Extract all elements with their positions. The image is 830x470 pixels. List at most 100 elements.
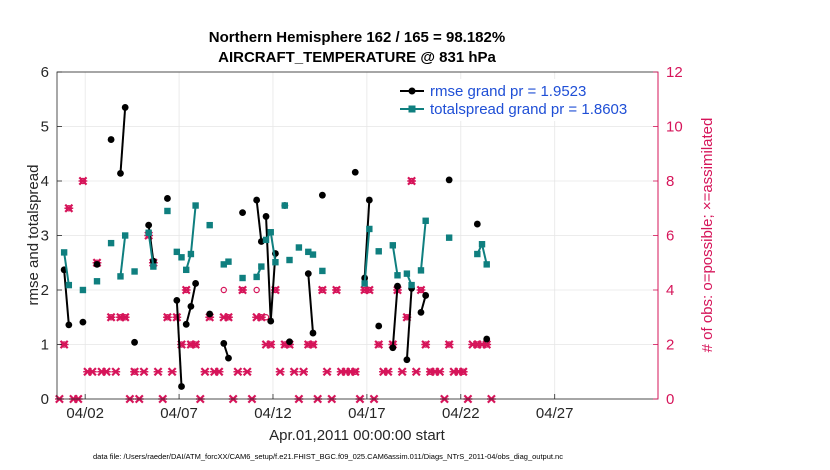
rmse-point: [164, 195, 171, 202]
obs-assimilated-marker: [289, 367, 299, 377]
legend-marker-rmse: [408, 87, 416, 95]
obs-assimilated-marker: [167, 367, 177, 377]
left-y-ticks: 0 1 2 3 4 5 6: [41, 64, 62, 408]
rmse-point: [318, 191, 326, 199]
obs-assimilated-marker: [106, 312, 116, 322]
x-tick-label: 04/27: [536, 405, 574, 422]
obs-assimilated-marker: [317, 285, 327, 295]
spread-point: [408, 281, 415, 289]
x-axis-label: Apr.01,2011 00:00:00 start: [269, 427, 446, 444]
spread-point: [366, 225, 373, 233]
obs-assimilated-marker: [87, 367, 97, 377]
spread-point: [267, 229, 274, 236]
rmse-point: [117, 169, 124, 177]
rmse-line-segment: [307, 273, 314, 334]
rmse-point: [225, 354, 232, 362]
obs-assimilated-marker: [308, 340, 318, 349]
legend-label-rmse: rmse grand pr = 1.9523: [430, 83, 586, 100]
obs-assimilated-marker: [242, 367, 252, 377]
x-tick-label: 04/02: [66, 405, 104, 422]
rmse-point: [93, 260, 101, 268]
rmse-point: [417, 308, 425, 316]
spread-line-segment: [119, 235, 127, 277]
obs-possible-marker: [253, 286, 260, 294]
spread-line-segment: [185, 205, 197, 271]
spread-point: [131, 268, 138, 275]
spread-point: [206, 221, 213, 229]
chart-title-line1: Northern Hemisphere 162 / 165 = 98.182%: [209, 29, 505, 46]
obs-assimilated-marker: [374, 340, 384, 349]
series-layer: [60, 104, 491, 390]
left-tick-label: 1: [41, 337, 49, 354]
spread-point: [389, 242, 397, 249]
obs-assimilated-marker: [350, 367, 360, 377]
obs-assimilated-marker: [444, 340, 454, 349]
rmse-point: [389, 344, 397, 352]
rmse-point: [483, 335, 491, 343]
legend-box: [392, 79, 656, 121]
spread-point: [309, 251, 317, 258]
spread-point: [145, 229, 152, 236]
rmse-point: [192, 280, 200, 287]
rmse-point: [173, 296, 181, 304]
spread-point: [79, 286, 87, 294]
rmse-point: [286, 338, 293, 346]
chart-title-line2: AIRCRAFT_TEMPERATURE @ 831 hPa: [218, 49, 496, 66]
spread-line-segment: [391, 245, 399, 276]
spread-point: [483, 261, 490, 268]
spread-point: [178, 254, 185, 261]
left-tick-label: 6: [41, 64, 49, 81]
obs-assimilated-marker: [214, 367, 224, 377]
obs-assimilated-marker: [233, 367, 243, 377]
spread-point: [445, 234, 453, 241]
spread-point: [183, 266, 190, 274]
rmse-point: [309, 329, 317, 337]
rmse-point: [351, 168, 359, 176]
obs-assimilated-marker: [275, 367, 285, 377]
obs-assimilated-marker: [332, 285, 341, 295]
obs-assimilated-marker: [364, 285, 374, 295]
spread-point: [422, 217, 429, 224]
spread-point: [394, 272, 401, 279]
rmse-point: [65, 321, 73, 329]
spread-point: [121, 232, 129, 239]
right-tick-label: 2: [666, 337, 674, 354]
spread-line-segment: [419, 220, 427, 271]
spread-point: [164, 207, 171, 215]
right-tick-label: 10: [666, 119, 683, 136]
spread-point: [417, 267, 425, 274]
rmse-line-segment: [255, 199, 263, 242]
obs-assimilated-marker: [163, 312, 172, 322]
spread-point: [281, 202, 289, 209]
rmse-point: [187, 302, 195, 310]
obs-assimilated-marker: [383, 367, 393, 377]
obs-assimilated-marker: [407, 176, 416, 186]
spread-point: [220, 261, 227, 268]
obs-assimilated-marker: [101, 367, 111, 377]
rmse-point: [403, 356, 411, 364]
right-tick-label: 4: [666, 282, 674, 299]
grid-lines: [57, 71, 658, 400]
rmse-point: [267, 317, 275, 325]
data-file-footer: data file: /Users/raeder/DAI/ATM_forcXX/…: [93, 452, 563, 461]
legend: rmse grand pr = 1.9523 totalspread grand…: [392, 79, 656, 121]
obs-assimilated-marker: [256, 312, 266, 322]
left-tick-label: 2: [41, 282, 49, 299]
spread-point: [375, 248, 382, 255]
spread-point: [65, 281, 73, 289]
rmse-line-segment: [405, 288, 413, 360]
obs-assimilated-marker: [78, 176, 88, 186]
rmse-point: [206, 310, 214, 318]
left-tick-label: 0: [41, 391, 49, 408]
spread-point: [403, 270, 411, 277]
obs-assimilated-marker: [322, 367, 332, 377]
spread-line-segment: [363, 228, 371, 284]
spread-point: [474, 250, 481, 258]
left-tick-label: 5: [41, 119, 49, 136]
rmse-point: [422, 292, 430, 299]
spread-point: [225, 258, 232, 265]
spread-point: [173, 248, 181, 256]
obs-assimilated-marker: [181, 285, 191, 295]
rmse-point: [365, 196, 373, 204]
